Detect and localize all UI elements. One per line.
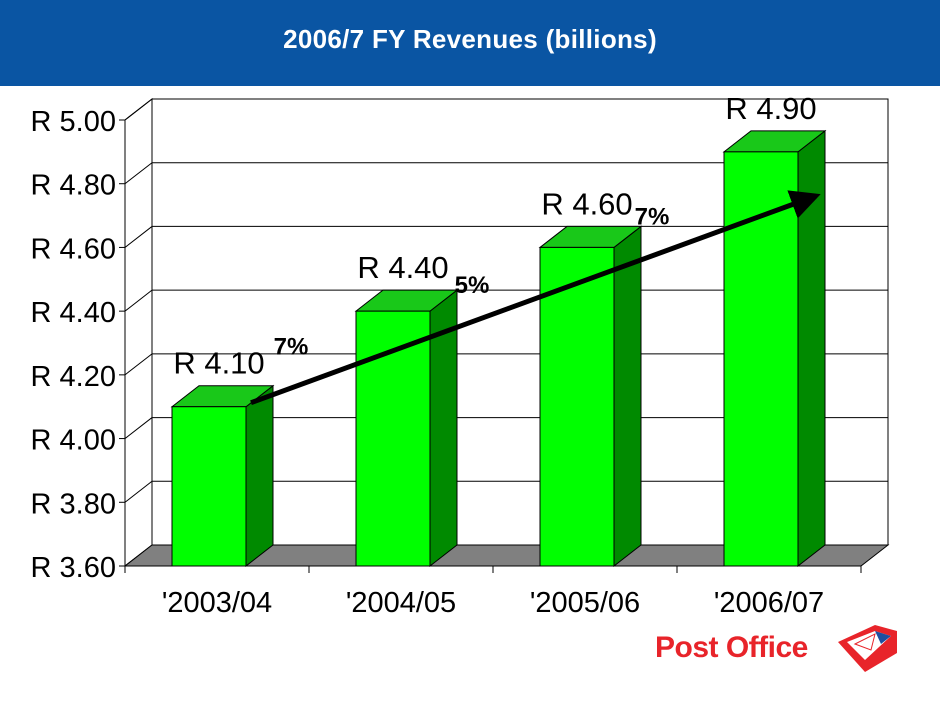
y-tick-label: R 3.60 bbox=[31, 552, 116, 584]
growth-label: 5% bbox=[455, 272, 490, 299]
bar bbox=[355, 310, 431, 567]
plot-side-wall bbox=[124, 97, 153, 568]
y-tick-label: R 3.80 bbox=[31, 488, 116, 520]
gridline-side bbox=[124, 417, 153, 439]
y-tick-label: R 4.20 bbox=[31, 361, 116, 393]
y-tick-label: R 4.80 bbox=[31, 170, 116, 202]
trend-arrow bbox=[250, 190, 821, 406]
bar-side bbox=[245, 384, 274, 568]
bar bbox=[171, 406, 247, 567]
gridline-side bbox=[124, 162, 153, 185]
growth-label: 7% bbox=[274, 334, 309, 361]
revenue-bar-chart: R 3.60 R 3.80 R 4.00 R 4.20 R 4.40 R 4.60 R 4.… bbox=[31, 91, 890, 619]
gridline-side bbox=[124, 226, 153, 248]
logo-text: Post Office bbox=[655, 631, 808, 664]
bar-value-label: R 4.60 bbox=[541, 186, 632, 221]
y-tick-label: R 4.40 bbox=[31, 297, 116, 329]
chart-title: 2006/7 FY Revenues (billions) bbox=[283, 24, 657, 54]
x-tick-label: '2003/04 bbox=[162, 587, 272, 619]
x-tick-label: '2006/07 bbox=[714, 587, 824, 619]
y-tick-label: R 4.60 bbox=[31, 233, 116, 265]
growth-label: 7% bbox=[635, 203, 670, 230]
x-tick-label: '2005/06 bbox=[530, 587, 640, 619]
gridline-side bbox=[124, 353, 153, 376]
y-tick-label: R 4.00 bbox=[31, 425, 116, 457]
bar bbox=[539, 246, 615, 567]
bar-value-label: R 4.40 bbox=[357, 250, 448, 285]
bar-value-label: R 4.10 bbox=[173, 346, 264, 381]
post-office-envelope-icon bbox=[838, 625, 897, 672]
gridline-side bbox=[124, 480, 153, 503]
bar-side bbox=[613, 225, 642, 568]
title-bar: 2006/7 FY Revenues (billions) bbox=[0, 0, 940, 86]
bar bbox=[723, 151, 799, 567]
bar-value-label: R 4.90 bbox=[725, 91, 816, 126]
y-tick-label: R 5.00 bbox=[31, 106, 116, 138]
x-tick-label: '2004/05 bbox=[346, 587, 456, 619]
post-office-logo: Post Office bbox=[655, 622, 905, 677]
gridline-side bbox=[124, 289, 153, 312]
gridline-side bbox=[124, 98, 153, 121]
